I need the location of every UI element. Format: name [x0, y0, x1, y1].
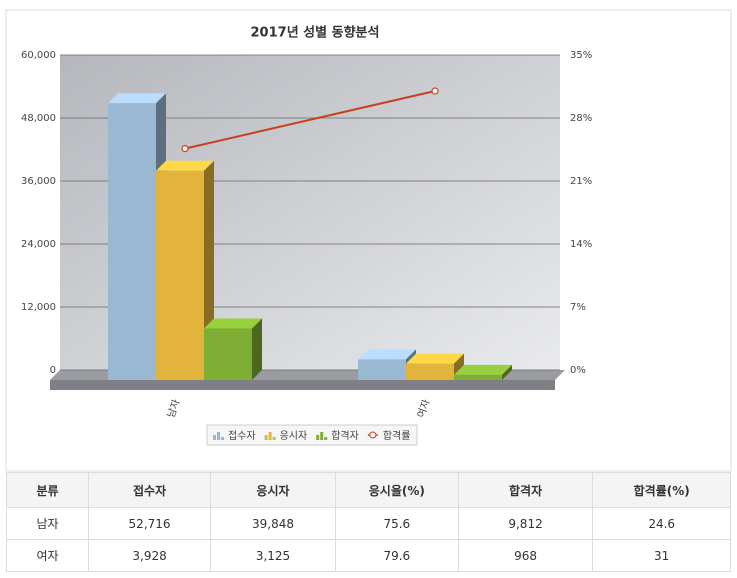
bar: [406, 363, 454, 380]
y2-tick-label: 21%: [570, 176, 592, 187]
table-cell: 75.6: [334, 507, 459, 540]
legend-icon: [272, 437, 276, 440]
x-tick-label: 남자: [165, 398, 183, 419]
legend-box: [206, 424, 418, 446]
bar: [156, 170, 204, 380]
legend-icon: [264, 435, 268, 440]
table-cell: 합격률(%): [592, 472, 731, 508]
y2-tick-label: 14%: [570, 239, 592, 250]
table-cell: 접수자: [88, 472, 212, 508]
chart-title: 2017년 성별 동향분석: [251, 25, 380, 41]
table-cell: 3,125: [210, 539, 336, 572]
y2-tick-label: 35%: [570, 50, 592, 61]
legend-label: 합격자: [331, 429, 359, 442]
legend-label: 응시자: [280, 430, 308, 442]
bar-side: [502, 364, 512, 380]
line: [184, 90, 436, 150]
legend-icon: [217, 432, 220, 440]
table-row: 여자 3,928 3,125 79.6 968 31: [5, 539, 731, 572]
table-cell: 분류: [5, 472, 90, 508]
legend-icon: [221, 437, 224, 440]
table-cell: 24.6: [592, 507, 731, 540]
legend-icon: [316, 435, 320, 440]
table-row: 남자 52,716 39,848 75.6 9,812 24.6: [5, 507, 731, 540]
y-tick-label: 0: [50, 365, 56, 376]
legend-label: 접수자: [228, 430, 256, 442]
table-cell: 31: [592, 539, 731, 572]
y-tick-label: 36,000: [21, 176, 56, 187]
bar-top: [406, 353, 464, 364]
legend-icon: [324, 437, 328, 440]
table-cell: 968: [457, 539, 594, 572]
bar: [108, 103, 156, 380]
table-cell: 9,812: [457, 507, 594, 540]
y-tick-label: 12,000: [21, 302, 56, 313]
bar-top: [156, 160, 214, 171]
legend-icon: [268, 432, 272, 440]
bar-top: [358, 349, 416, 360]
bar: [204, 328, 252, 380]
chart: 2017년 성별 동향분석 0 12,000 24,000 36,000 48,000 6…: [5, 9, 732, 472]
bar: [358, 359, 406, 380]
y-tick-label: 24,000: [21, 239, 56, 250]
y2-tick-label: 28%: [570, 113, 592, 124]
floor-front: [50, 380, 555, 390]
table-cell: 응시자: [210, 472, 336, 508]
table-cell: 여자: [5, 539, 90, 572]
x-tick-label: 여자: [415, 398, 433, 419]
table-cell: 52,716: [88, 507, 212, 540]
header-row: 분류 접수자 응시자 응시율(%) 합격자 합격률(%): [5, 472, 731, 508]
table-cell: 39,848: [210, 507, 336, 540]
line-point: [181, 145, 189, 153]
y-tick-label: 60,000: [21, 50, 56, 61]
legend-icon: [320, 432, 324, 440]
legend-icon: [369, 431, 377, 439]
y2-tick-label: 0%: [570, 365, 586, 376]
y-tick-label: 48,000: [21, 113, 56, 124]
bar-top: [204, 318, 262, 329]
table-cell: 응시율(%): [334, 472, 459, 508]
table-cell: 남자: [5, 507, 90, 540]
table-cell: 3,928: [88, 539, 212, 572]
y2-tick-label: 7%: [570, 302, 586, 313]
bar-side: [252, 318, 262, 380]
line-point: [431, 87, 439, 95]
legend-label: 합격률: [383, 429, 411, 442]
legend-icon: [213, 435, 216, 440]
bar-top: [108, 93, 166, 104]
bar-top: [454, 364, 512, 375]
table-cell: 79.6: [334, 539, 459, 572]
bar: [454, 374, 502, 380]
table-cell: 합격자: [457, 472, 594, 508]
data-table: 분류 접수자 응시자 응시율(%) 합격자 합격률(%) 남자 52,716 39,848 75.…: [5, 472, 731, 572]
